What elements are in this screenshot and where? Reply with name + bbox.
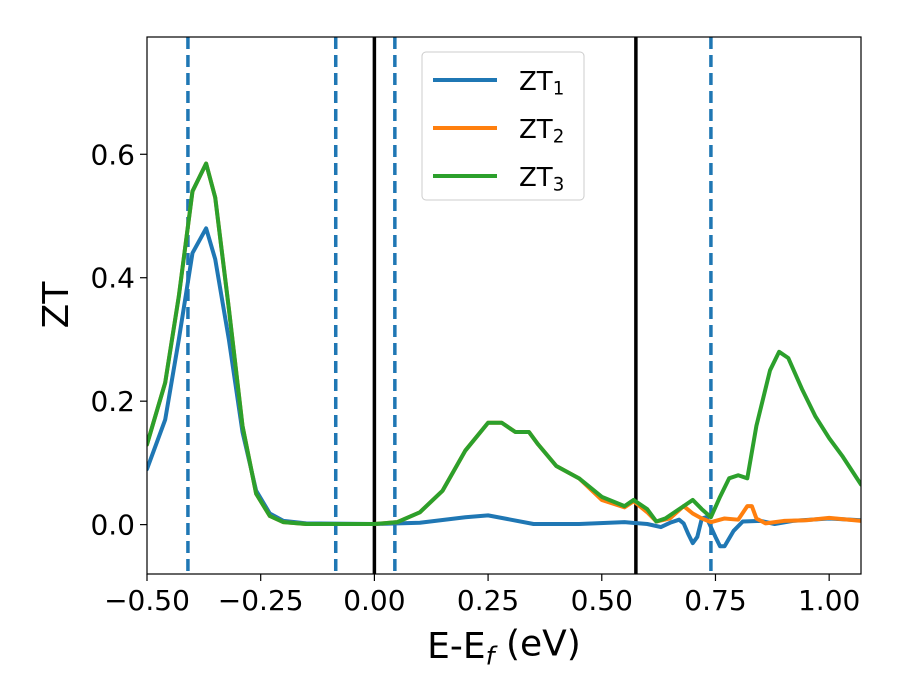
y-tick-label: 0.2 — [90, 385, 135, 418]
legend: ZT1 ZT2 ZT3 — [421, 51, 585, 201]
x-tick-label: 1.00 — [798, 584, 860, 617]
series-line-zt3 — [147, 161, 861, 526]
y-tick-label: 0.4 — [90, 262, 135, 295]
x-tick-label: 0.75 — [684, 584, 746, 617]
x-tick-label: 0.00 — [343, 584, 405, 617]
y-axis-title: ZT — [36, 281, 77, 329]
reference-lines — [186, 37, 713, 574]
x-tick-label: −0.50 — [104, 584, 190, 617]
y-axis: 0.0 0.2 0.4 0.6 — [90, 138, 147, 542]
series-lines — [147, 161, 861, 549]
x-tick-label: 0.50 — [571, 584, 633, 617]
x-axis: −0.50 −0.25 0.00 0.25 0.50 0.75 1.00 — [104, 574, 860, 617]
x-tick-label: 0.25 — [457, 584, 519, 617]
legend-label: ZT1 — [519, 67, 564, 100]
y-tick-label: 0.0 — [90, 509, 135, 542]
plot-frame — [146, 36, 862, 575]
x-tick-label: −0.25 — [218, 584, 304, 617]
y-tick-label: 0.6 — [90, 138, 135, 171]
series-line-zt1 — [147, 226, 861, 549]
legend-label: ZT3 — [519, 163, 564, 196]
legend-frame — [421, 51, 585, 201]
legend-label: ZT2 — [519, 115, 564, 148]
x-axis-title: E-Ef (eV) — [427, 623, 581, 670]
